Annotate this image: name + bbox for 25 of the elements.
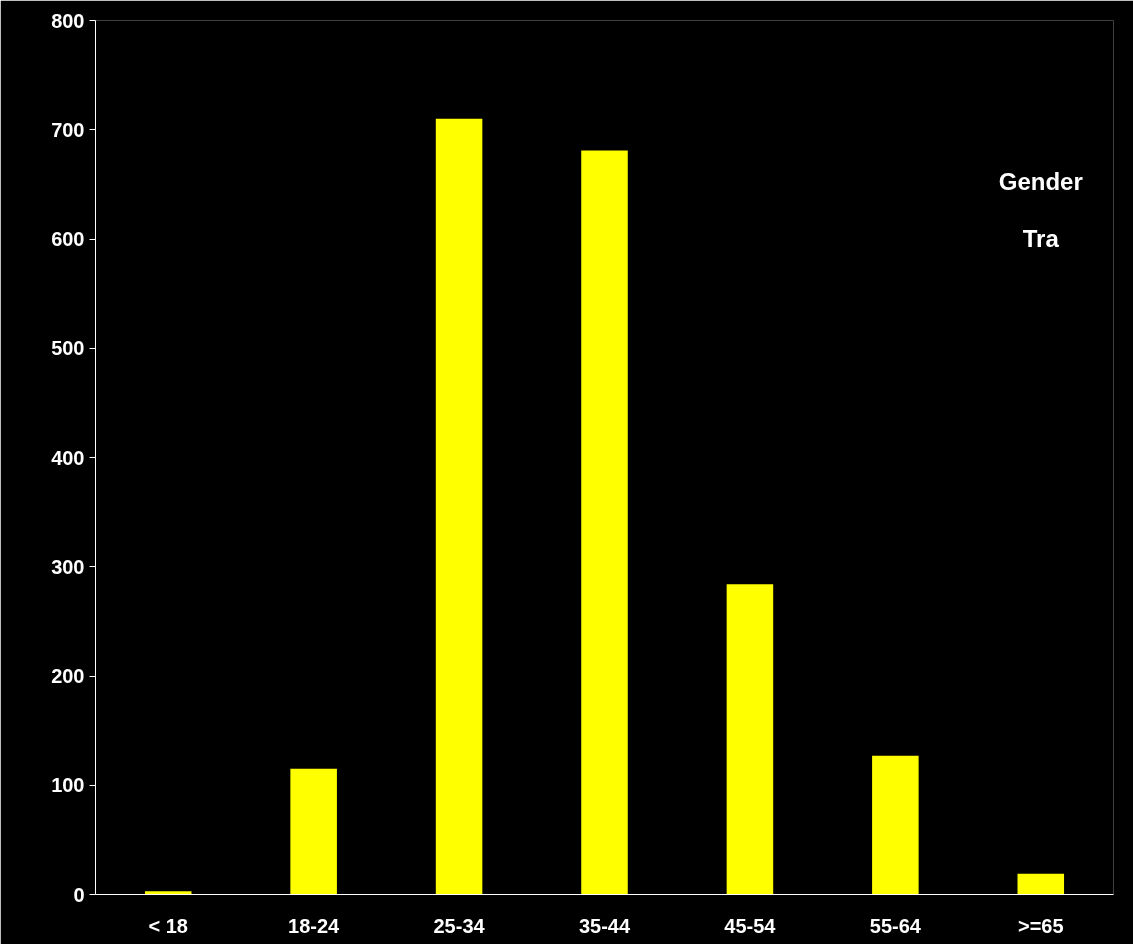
x-tick-label: >=65 bbox=[1017, 914, 1064, 937]
x-tick-label: 35-44 bbox=[578, 914, 631, 937]
y-tick-label: 300 bbox=[51, 555, 85, 578]
x-tick-label: 45-54 bbox=[724, 914, 777, 937]
annotation: Gender bbox=[998, 168, 1083, 196]
y-tick-label: 600 bbox=[51, 228, 85, 250]
x-tick-label: 18-24 bbox=[288, 914, 341, 937]
y-tick-label: 500 bbox=[51, 337, 85, 360]
bar bbox=[144, 891, 192, 895]
y-tick-label: 700 bbox=[51, 118, 85, 141]
bar bbox=[872, 755, 919, 895]
bar bbox=[726, 584, 774, 895]
y-tick-label: 200 bbox=[51, 665, 85, 687]
bar bbox=[581, 150, 628, 895]
x-tick-label: 25-34 bbox=[433, 914, 486, 937]
y-tick-label: 800 bbox=[51, 9, 85, 32]
annotation: Tra bbox=[1022, 225, 1060, 253]
x-tick-label: < 18 bbox=[148, 914, 188, 937]
y-tick-label: 0 bbox=[73, 883, 85, 906]
bar bbox=[435, 118, 483, 895]
x-tick-label: 55-64 bbox=[869, 914, 922, 937]
bar bbox=[1017, 873, 1065, 895]
y-tick-label: 100 bbox=[51, 774, 85, 797]
y-tick-label: 400 bbox=[51, 446, 85, 469]
bar bbox=[290, 768, 337, 895]
